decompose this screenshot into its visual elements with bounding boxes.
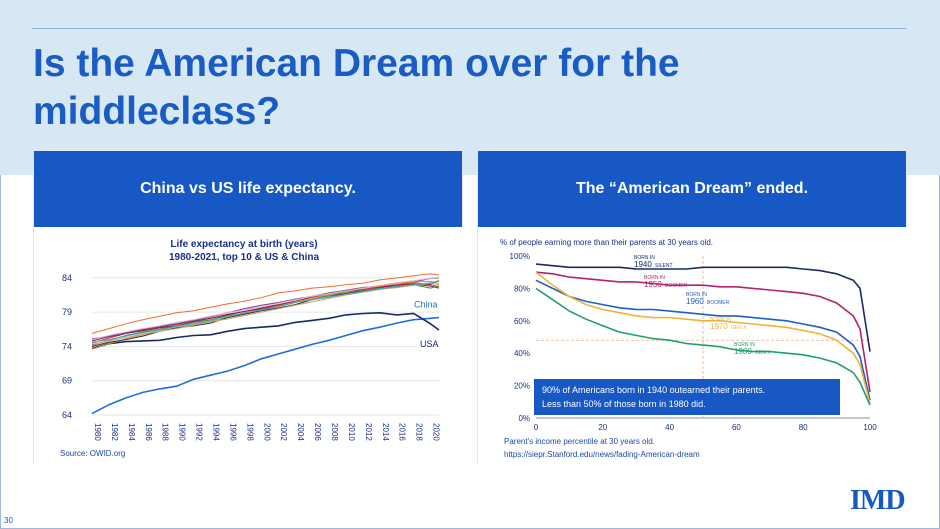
dream-series-born-label: BORN IN <box>686 292 707 298</box>
life-series-line-usa <box>91 311 440 350</box>
slide-title: Is the American Dream over for the middl… <box>33 42 680 133</box>
life-x-tick: 1998 <box>245 423 254 441</box>
life-chart-subtitle: 1980-2021, top 10 & US & China <box>169 252 319 263</box>
dream-series-year-label: 1970 <box>710 322 728 331</box>
dream-series-year-label: 1960 <box>686 297 704 306</box>
life-y-tick: 69 <box>62 376 72 386</box>
life-y-tick: 74 <box>62 341 72 351</box>
dream-x-tick: 0 <box>534 423 539 432</box>
dream-series-year-label: 1950 <box>644 280 662 289</box>
life-series-line-top10-c <box>91 283 440 342</box>
dream-series-gen-label: GEN X <box>731 325 747 331</box>
life-series-line-top10-b <box>91 273 440 334</box>
life-x-tick: 1986 <box>144 423 153 441</box>
life-x-tick: 2004 <box>296 423 305 441</box>
title-band <box>0 0 940 175</box>
life-series-line-top10-f <box>91 280 440 350</box>
right-panel: The “American Dream” ended. % of people … <box>477 150 908 464</box>
left-panel-header: China vs US life expectancy. <box>34 151 462 227</box>
life-x-tick: 1996 <box>228 423 237 441</box>
life-series-line-china <box>91 316 440 415</box>
dream-y-tick: 100% <box>510 252 530 261</box>
life-x-tick: 2010 <box>347 423 356 441</box>
dream-chart-title: % of people earning more than their pare… <box>500 238 713 247</box>
life-x-tick: 1994 <box>211 423 220 441</box>
dream-series-year-label: 1980 <box>734 347 752 356</box>
life-series-line-top10-a <box>91 282 440 344</box>
life-x-tick: 2018 <box>415 423 424 441</box>
dream-series-gen-label: GEN X <box>755 350 771 356</box>
dream-x-tick: 100 <box>863 423 877 432</box>
dream-series-gen-label: BOOMER <box>665 283 688 289</box>
dream-series-born-label: BORN IN <box>710 317 731 323</box>
life-x-tick: 2014 <box>381 423 390 441</box>
life-y-tick: 84 <box>62 273 72 283</box>
dream-series-year-label: 1940 <box>634 260 652 269</box>
dream-series-gen-label: BOOMER <box>707 300 730 306</box>
american-dream-chart: % of people earning more than their pare… <box>500 238 877 432</box>
right-panel-header: The “American Dream” ended. <box>478 151 906 227</box>
life-series-line-top10-j <box>91 276 440 341</box>
life-y-tick: 79 <box>62 307 72 317</box>
life-x-tick: 1990 <box>178 423 187 441</box>
right-panel-body: % of people earning more than their pare… <box>478 227 908 464</box>
dream-series-line-1960 <box>535 279 871 401</box>
life-x-tick: 2012 <box>364 423 373 441</box>
life-x-tick: 1988 <box>161 423 170 441</box>
dream-series-line-1940 <box>535 263 871 352</box>
life-x-tick: 1992 <box>195 423 204 441</box>
dream-series-born-label: BORN IN <box>644 275 665 281</box>
dream-x-tick: 60 <box>732 423 741 432</box>
life-series-line-top10-i <box>91 280 440 343</box>
dream-y-tick: 80% <box>514 284 530 293</box>
dream-y-tick: 60% <box>514 317 530 326</box>
dream-annotation-line: Less than 50% of those born in 1980 did. <box>542 399 706 409</box>
usa-label: USA <box>420 339 439 349</box>
dream-xlabel: Parent's income percentile at 30 years o… <box>504 437 655 446</box>
life-x-tick: 2002 <box>279 423 288 441</box>
dream-annotation-box <box>534 379 840 415</box>
dream-source-url[interactable]: https://siepr.Stanford.edu/news/fading-A… <box>504 450 700 459</box>
imd-logo: IMD <box>850 485 906 516</box>
dream-annotation-line: 90% of Americans born in 1940 outearned … <box>542 385 765 395</box>
life-x-tick: 2016 <box>398 423 407 441</box>
life-y-tick: 64 <box>62 410 72 420</box>
life-x-tick: 2000 <box>262 423 271 441</box>
life-x-tick: 1984 <box>127 423 136 441</box>
life-x-tick: 2008 <box>330 423 339 441</box>
left-panel-body: Life expectancy at birth (years) 1980-20… <box>34 227 464 464</box>
life-expectancy-chart: Life expectancy at birth (years) 1980-20… <box>62 239 441 441</box>
dream-series-born-label: BORN IN <box>734 342 755 348</box>
left-source: Source: OWID.org <box>60 449 126 458</box>
dream-series-line-1970 <box>535 271 871 404</box>
dream-y-tick: 20% <box>514 382 530 391</box>
dream-x-tick: 80 <box>799 423 808 432</box>
life-x-tick: 2020 <box>432 423 441 441</box>
life-series-line-top10-h <box>91 282 440 345</box>
dream-y-tick: 40% <box>514 349 530 358</box>
left-panel: China vs US life expectancy. Life expect… <box>33 150 464 464</box>
page-number: 30 <box>4 516 13 525</box>
dream-y-tick: 0% <box>518 414 530 423</box>
life-chart-title: Life expectancy at birth (years) <box>170 239 317 250</box>
life-x-tick: 1982 <box>110 423 119 441</box>
dream-series-line-1950 <box>535 271 871 393</box>
life-x-tick: 2006 <box>313 423 322 441</box>
dream-x-tick: 20 <box>598 423 607 432</box>
top-divider <box>32 28 906 29</box>
dream-series-born-label: BORN IN <box>634 255 655 261</box>
life-x-tick: 1980 <box>93 423 102 441</box>
dream-series-gen-label: SILENT <box>655 263 673 269</box>
dream-x-tick: 40 <box>665 423 674 432</box>
dream-series-line-1980 <box>535 287 871 406</box>
china-label: China <box>414 300 438 310</box>
